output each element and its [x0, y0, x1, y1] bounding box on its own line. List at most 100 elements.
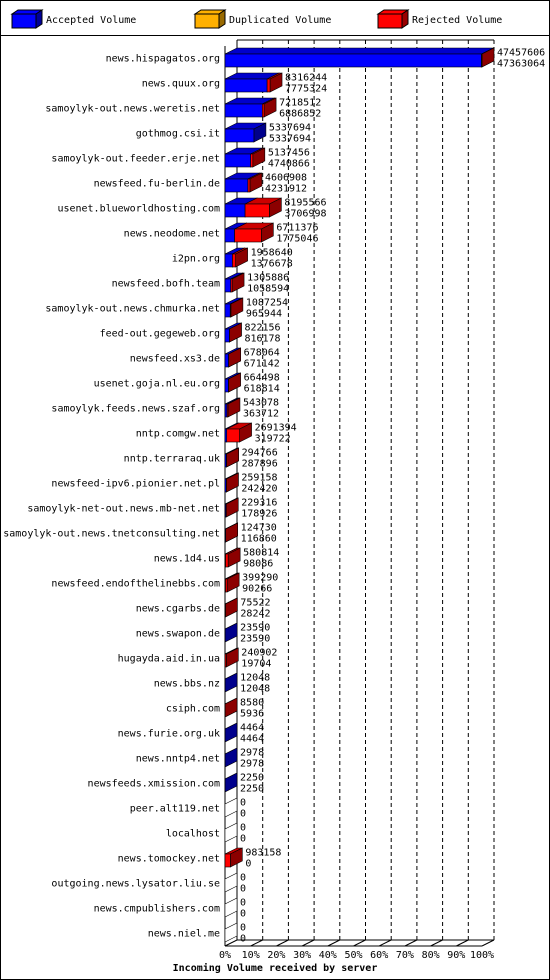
y-tick-label: nntp.terraraq.uk	[124, 454, 220, 465]
accepted-label: 816178	[244, 334, 280, 345]
x-tick-label: 40%	[319, 950, 337, 961]
bar	[232, 253, 236, 268]
y-tick-label: samoylyk-out.news.tnetconsulting.net	[3, 529, 220, 540]
y-tick-label: newsfeed.bofh.team	[112, 279, 220, 290]
total-label: 259158	[241, 473, 277, 484]
y-tick-label: news.swapon.de	[136, 629, 220, 640]
total-label: 2978	[240, 748, 264, 759]
bar	[229, 303, 232, 318]
accepted-label: 0	[240, 809, 246, 820]
accepted-label: 178926	[241, 509, 277, 520]
y-tick-label: news.furie.org.uk	[118, 729, 220, 740]
accepted-label: 618814	[244, 384, 280, 395]
bar-empty	[224, 922, 238, 943]
total-label: 543078	[243, 398, 279, 409]
accepted-label: 4231912	[265, 184, 307, 195]
x-tick	[481, 939, 495, 947]
legend-label: Rejected Volume	[412, 15, 502, 26]
total-label: 8195566	[284, 198, 326, 209]
bar	[266, 78, 271, 93]
bar	[224, 303, 231, 318]
y-tick-label: gothmog.csi.it	[136, 129, 220, 140]
bar	[224, 378, 229, 393]
x-tick-label: 50%	[344, 950, 362, 961]
bar	[224, 78, 268, 93]
x-tick	[276, 939, 289, 947]
total-label: 2691394	[255, 423, 297, 434]
bar	[224, 253, 233, 268]
accepted-label: 0	[245, 859, 251, 870]
legend-swatch	[11, 13, 37, 29]
y-tick-label: news.hispagatos.org	[106, 54, 220, 65]
accepted-label: 23590	[240, 634, 270, 645]
accepted-label: 90266	[242, 584, 272, 595]
y-tick-label: nntp.comgw.net	[136, 429, 220, 440]
x-tick	[327, 939, 341, 947]
y-tick-label: newsfeed.fu-berlin.de	[94, 179, 220, 190]
bar	[224, 853, 231, 868]
accepted-label: 28242	[240, 609, 270, 620]
x-tick-label: 0%	[219, 950, 231, 961]
accepted-label: 0	[240, 909, 246, 920]
bar	[226, 403, 229, 418]
y-tick-label: peer.alt119.net	[130, 804, 220, 815]
bar-empty	[224, 822, 238, 843]
bar	[247, 178, 251, 193]
total-label: 0	[240, 873, 246, 884]
total-label: 822156	[244, 323, 280, 334]
bar	[224, 328, 230, 343]
total-label: 399290	[242, 573, 278, 584]
accepted-label: 98086	[243, 559, 273, 570]
bar	[224, 53, 482, 68]
accepted-label: 5337694	[269, 134, 311, 145]
bar	[226, 428, 240, 443]
x-tick	[430, 939, 443, 947]
accepted-label: 19704	[241, 659, 271, 670]
accepted-label: 0	[240, 934, 246, 945]
x-tick-label: 90%	[447, 950, 465, 961]
x-axis-label: Incoming Volume received by server	[173, 962, 378, 974]
legend-swatch	[377, 13, 403, 29]
y-tick-label: news.neodome.net	[124, 229, 220, 240]
bar	[224, 653, 227, 668]
bar	[234, 228, 262, 243]
total-label: 229316	[241, 498, 277, 509]
legend-label: Duplicated Volume	[229, 15, 331, 26]
accepted-label: 47363064	[497, 59, 545, 70]
accepted-label: 1376678	[251, 259, 293, 270]
total-label: 8316244	[285, 73, 327, 84]
y-tick-label: news.cgarbs.de	[136, 604, 220, 615]
bar	[244, 203, 270, 218]
total-label: 4606908	[265, 173, 307, 184]
accepted-label: 1058594	[247, 284, 289, 295]
y-tick-label: news.tomockey.net	[118, 854, 220, 865]
bar	[225, 578, 228, 593]
accepted-label: 116860	[241, 534, 277, 545]
bar	[481, 53, 483, 68]
accepted-label: 319722	[255, 434, 291, 445]
bar	[224, 228, 235, 243]
total-label: 580814	[243, 548, 279, 559]
total-label: 0	[240, 923, 246, 934]
y-tick-label: newsfeeds.xmission.com	[88, 779, 220, 790]
total-label: 1087254	[246, 298, 288, 309]
x-tick	[250, 939, 263, 947]
accepted-label: 4464	[240, 734, 264, 745]
y-tick-label: feed-out.gegeweb.org	[100, 329, 220, 340]
total-label: 12048	[240, 673, 270, 684]
x-tick-label: 70%	[396, 950, 414, 961]
y-tick-label: news.1d4.us	[154, 554, 220, 565]
accepted-label: 6886852	[279, 109, 321, 120]
x-tick	[224, 939, 238, 947]
total-label: 678064	[244, 348, 280, 359]
x-tick-label: 60%	[370, 950, 388, 961]
bar	[224, 153, 251, 168]
y-tick-label: newsfeed.xs3.de	[130, 354, 220, 365]
bar-empty	[224, 897, 238, 918]
x-tick	[404, 939, 418, 947]
accepted-label: 287896	[242, 459, 278, 470]
y-tick-label: samoylyk-out.news.weretis.net	[45, 104, 220, 115]
total-label: 1305886	[247, 273, 289, 284]
total-label: 294766	[242, 448, 278, 459]
y-tick-label: samoylyk-net-out.news.mb-net.net	[27, 504, 220, 515]
